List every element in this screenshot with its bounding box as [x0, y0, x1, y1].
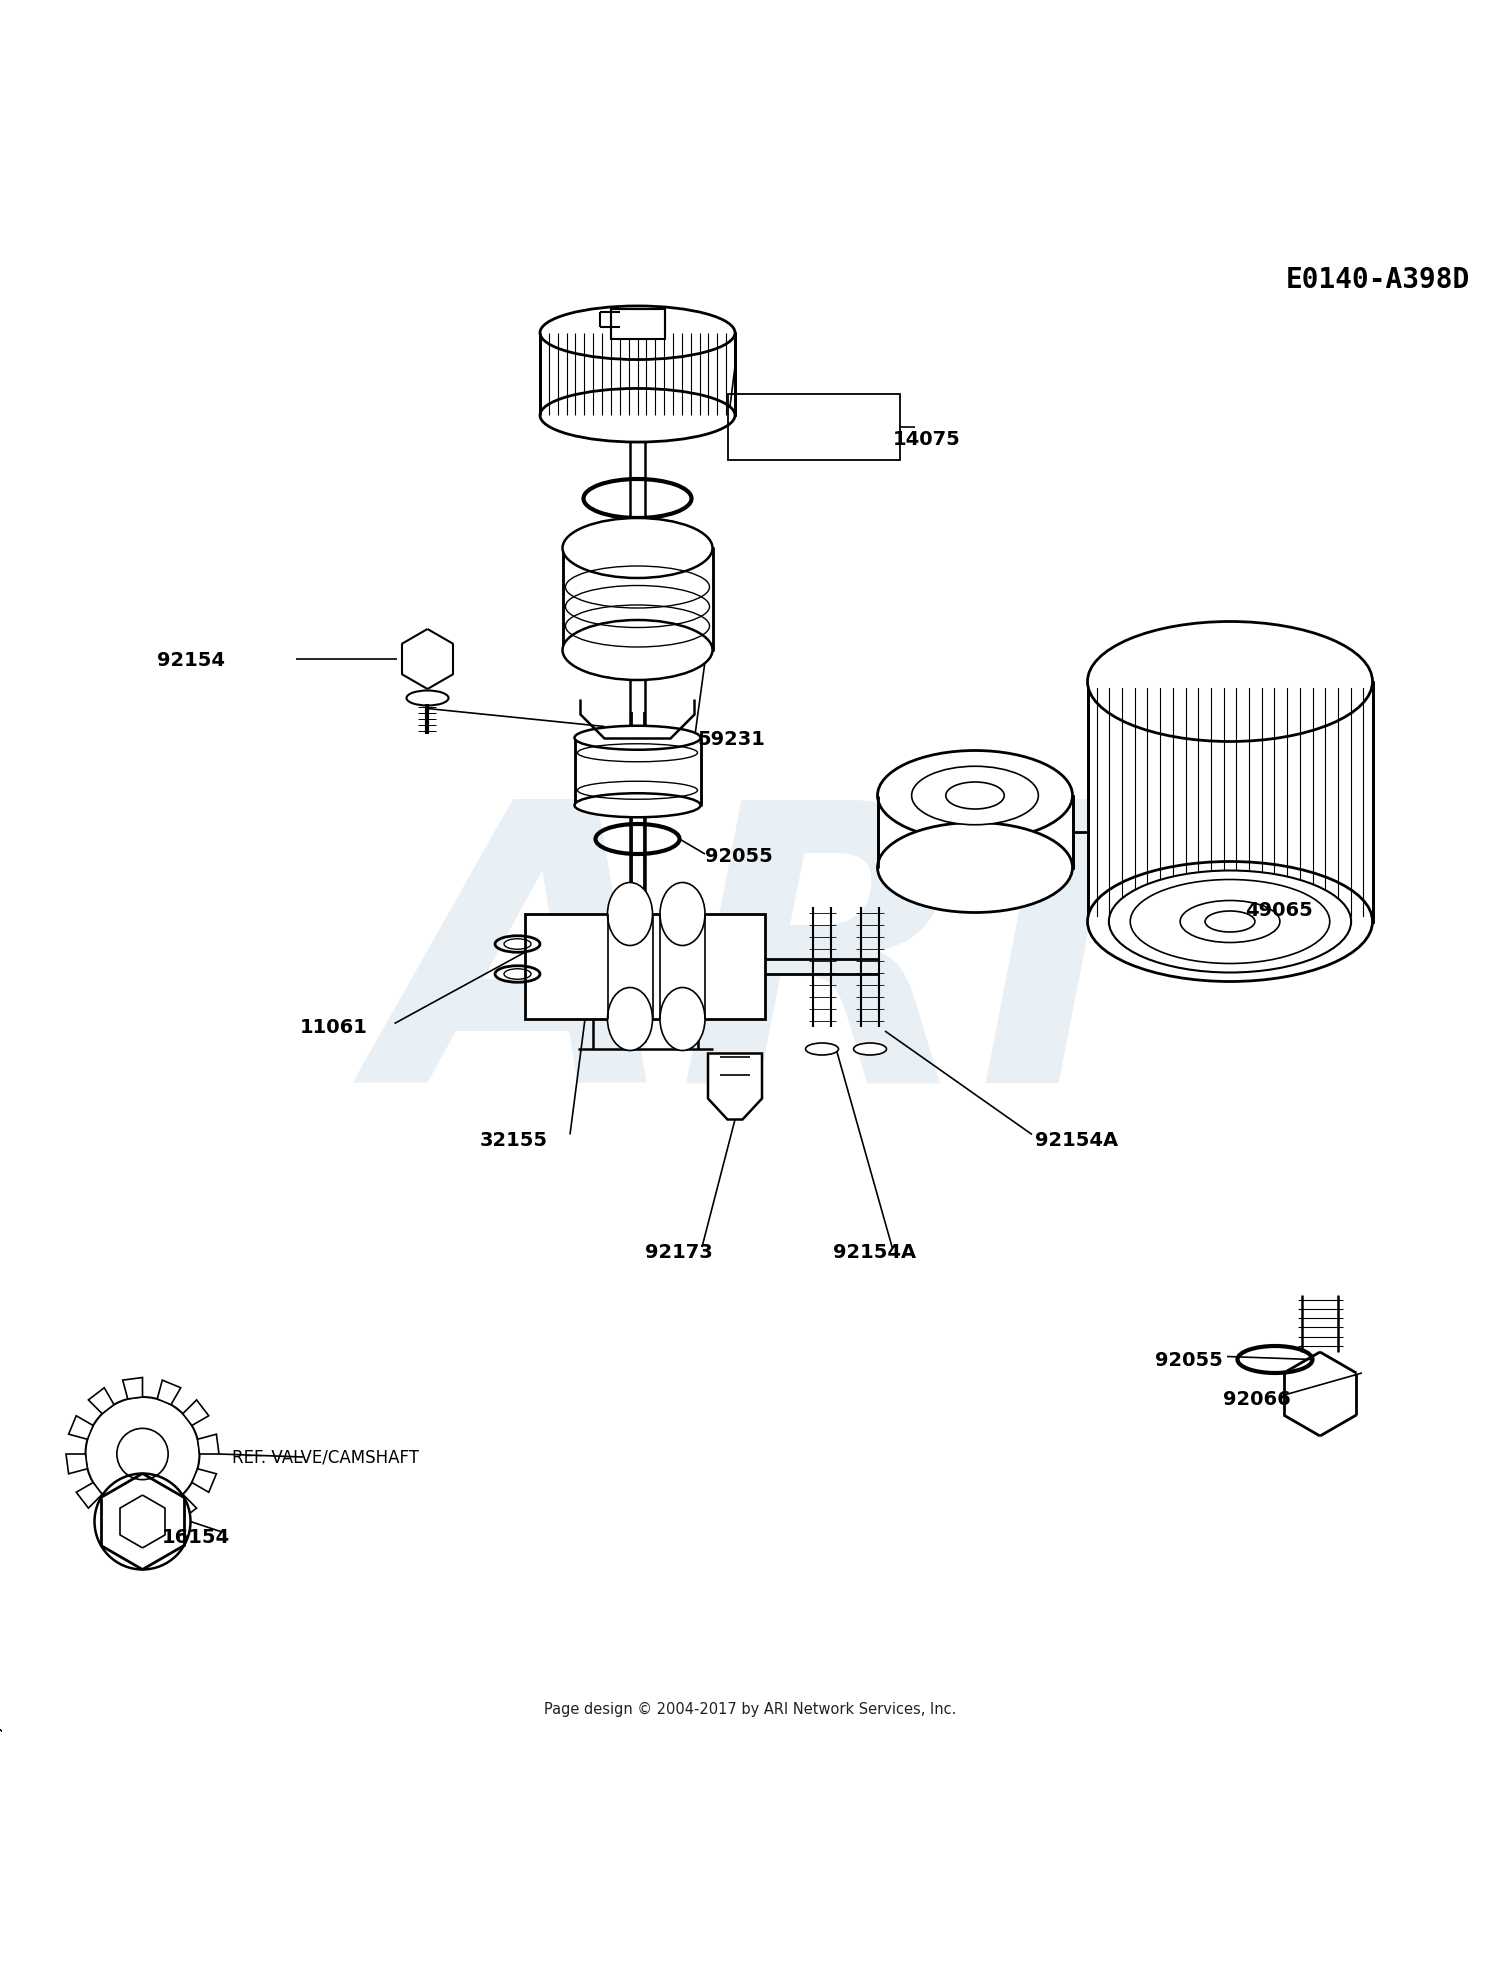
Text: 92154A: 92154A — [1035, 1129, 1118, 1149]
Circle shape — [94, 1473, 190, 1569]
Ellipse shape — [878, 823, 1072, 913]
Circle shape — [86, 1396, 200, 1510]
Polygon shape — [171, 1495, 196, 1520]
Text: E0140-A398D: E0140-A398D — [1286, 265, 1470, 293]
Polygon shape — [198, 1434, 219, 1453]
Ellipse shape — [853, 1043, 886, 1055]
Ellipse shape — [912, 766, 1038, 825]
Ellipse shape — [1204, 911, 1255, 933]
Text: 92154: 92154 — [158, 650, 225, 670]
Bar — [562, 548, 712, 650]
Polygon shape — [192, 1469, 216, 1493]
Text: 16154: 16154 — [162, 1528, 230, 1546]
Text: 92066: 92066 — [1222, 1389, 1290, 1408]
Polygon shape — [69, 1416, 93, 1440]
Ellipse shape — [1088, 862, 1372, 982]
Text: Page design © 2004-2017 by ARI Network Services, Inc.: Page design © 2004-2017 by ARI Network S… — [544, 1701, 956, 1717]
Ellipse shape — [806, 1043, 838, 1055]
Text: ARI: ARI — [378, 786, 1122, 1163]
Text: 14075: 14075 — [892, 430, 960, 448]
Bar — [525, 915, 765, 1019]
Polygon shape — [123, 1379, 142, 1398]
Polygon shape — [104, 1504, 128, 1528]
Polygon shape — [88, 1389, 114, 1414]
Bar — [610, 310, 664, 340]
Text: 11061: 11061 — [300, 1017, 368, 1037]
Bar — [540, 334, 735, 416]
Polygon shape — [76, 1483, 102, 1508]
Text: 92055: 92055 — [705, 846, 772, 866]
Text: 49065: 49065 — [1245, 901, 1312, 919]
Ellipse shape — [878, 750, 1072, 841]
Ellipse shape — [1131, 880, 1329, 964]
Ellipse shape — [574, 793, 700, 817]
Polygon shape — [708, 1055, 762, 1119]
Ellipse shape — [660, 884, 705, 947]
Bar — [1088, 682, 1372, 921]
Ellipse shape — [945, 782, 1005, 809]
Polygon shape — [158, 1381, 182, 1404]
Ellipse shape — [608, 884, 652, 947]
Text: 59231: 59231 — [698, 731, 765, 748]
Polygon shape — [142, 1508, 162, 1530]
Ellipse shape — [406, 691, 448, 707]
Ellipse shape — [660, 988, 705, 1051]
Ellipse shape — [562, 621, 712, 682]
Ellipse shape — [1180, 901, 1280, 943]
Bar — [878, 795, 1072, 868]
Text: 92055: 92055 — [1155, 1351, 1222, 1369]
Ellipse shape — [540, 389, 735, 442]
Ellipse shape — [562, 518, 712, 579]
Ellipse shape — [1108, 872, 1352, 972]
Text: 92154A: 92154A — [833, 1243, 915, 1261]
Polygon shape — [183, 1400, 209, 1426]
Bar — [728, 395, 900, 460]
Text: 92173: 92173 — [645, 1243, 712, 1261]
Ellipse shape — [608, 988, 652, 1051]
Text: 32155: 32155 — [480, 1129, 548, 1149]
Text: REF. VALVE/CAMSHAFT: REF. VALVE/CAMSHAFT — [232, 1447, 420, 1467]
Ellipse shape — [1088, 623, 1372, 742]
Ellipse shape — [574, 727, 700, 750]
Bar — [574, 738, 700, 805]
Ellipse shape — [540, 306, 735, 359]
Polygon shape — [66, 1453, 87, 1475]
